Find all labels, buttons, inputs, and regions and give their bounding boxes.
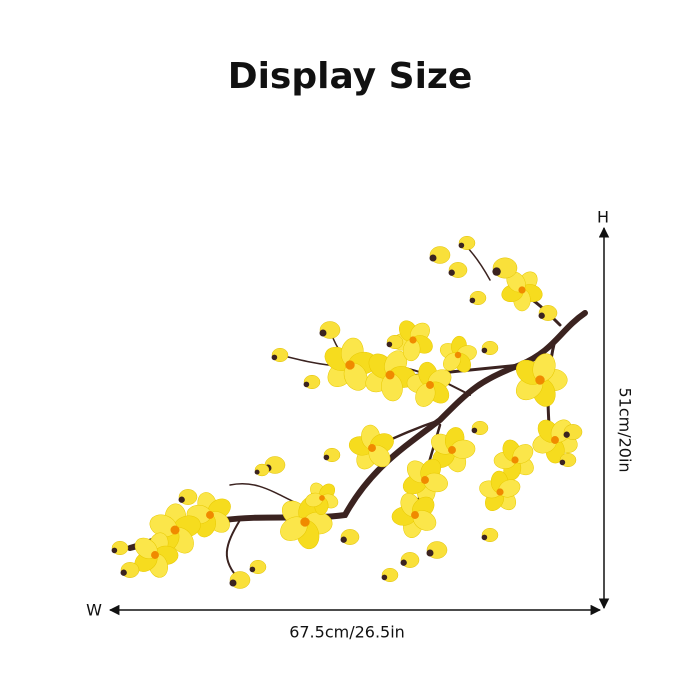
- flower-part: [120, 569, 127, 576]
- title: Display Size: [228, 56, 473, 97]
- flower-part: [409, 336, 417, 344]
- flower-part: [458, 242, 465, 249]
- flower-part: [345, 360, 355, 370]
- flower-part: [111, 547, 118, 554]
- flower-part: [481, 347, 488, 354]
- flower-part: [426, 549, 434, 557]
- flower-part: [511, 456, 519, 464]
- flower-part: [249, 566, 256, 573]
- flower-part: [151, 551, 159, 559]
- flower-part: [340, 536, 347, 543]
- flower-part: [538, 312, 545, 319]
- flower-part: [426, 381, 434, 389]
- flower-part: [303, 381, 310, 388]
- flower-part: [454, 351, 462, 359]
- flower-part: [559, 459, 566, 466]
- height-value: 51cm/20in: [616, 387, 635, 472]
- flower-part: [170, 525, 180, 535]
- flower-part: [178, 496, 185, 503]
- flower-part: [496, 488, 504, 496]
- flower-part: [448, 446, 456, 454]
- height-axis-label: H: [597, 208, 609, 227]
- flower-part: [535, 375, 545, 385]
- flower-part: [429, 254, 437, 262]
- flower-part: [411, 511, 419, 519]
- flower-part: [323, 454, 330, 461]
- flower-part: [492, 267, 501, 276]
- flower-part: [551, 436, 559, 444]
- flower-part: [381, 574, 388, 581]
- flower-part: [229, 579, 237, 587]
- flower-part: [448, 269, 455, 276]
- flower-part: [386, 341, 393, 348]
- flower-part: [319, 495, 325, 501]
- flower-part: [518, 286, 526, 294]
- flowers: [111, 235, 583, 589]
- flower-part: [421, 476, 429, 484]
- flower-part: [319, 329, 327, 337]
- flower-part: [469, 297, 476, 304]
- flower-part: [254, 469, 260, 475]
- flower-part: [271, 354, 278, 361]
- flower-part: [481, 534, 488, 541]
- flower-part: [300, 517, 310, 527]
- flower-part: [206, 511, 214, 519]
- width-value: 67.5cm/26.5in: [289, 623, 405, 642]
- flower-part: [368, 444, 376, 452]
- flower-part: [563, 431, 570, 438]
- flower-part: [385, 370, 395, 380]
- flower-part: [400, 559, 407, 566]
- width-axis-label: W: [86, 601, 102, 620]
- flower-part: [471, 427, 478, 434]
